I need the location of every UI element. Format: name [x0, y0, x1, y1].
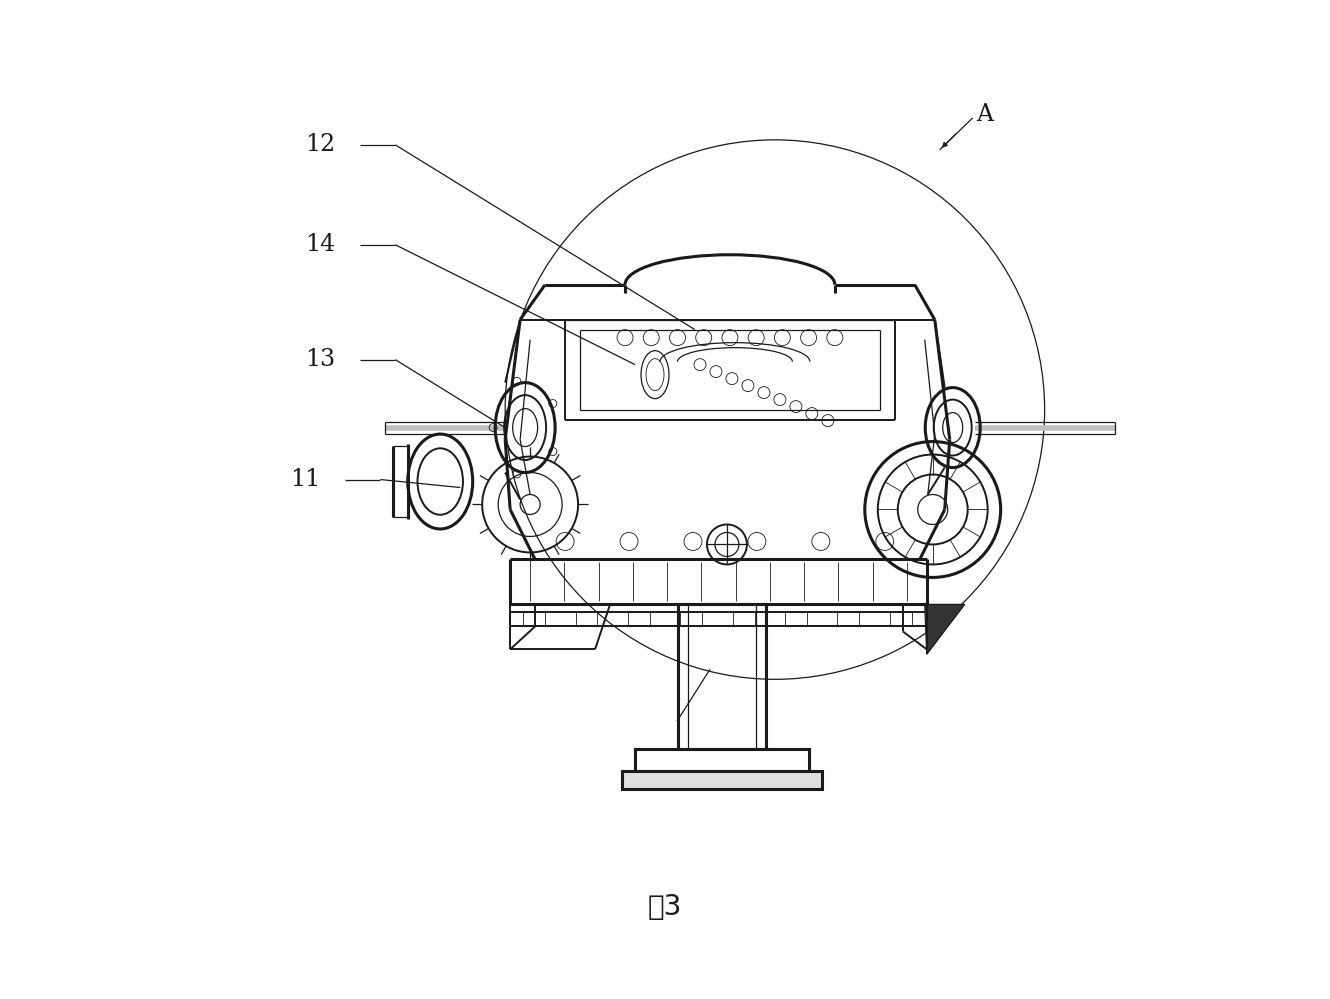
Text: 图3: 图3 — [648, 893, 682, 921]
Bar — [678, 604, 766, 749]
Bar — [622, 771, 822, 789]
Bar — [733, 612, 754, 626]
Text: 13: 13 — [306, 348, 335, 372]
Bar — [680, 612, 702, 626]
Bar — [634, 749, 810, 771]
Bar — [523, 612, 545, 626]
Bar — [890, 612, 912, 626]
Text: 12: 12 — [305, 133, 335, 157]
Text: 14: 14 — [305, 233, 335, 257]
Bar — [576, 612, 597, 626]
Bar — [838, 612, 859, 626]
Bar — [628, 612, 650, 626]
Text: 11: 11 — [290, 468, 321, 492]
Text: A: A — [976, 103, 994, 127]
Bar — [785, 612, 807, 626]
Polygon shape — [924, 604, 964, 654]
